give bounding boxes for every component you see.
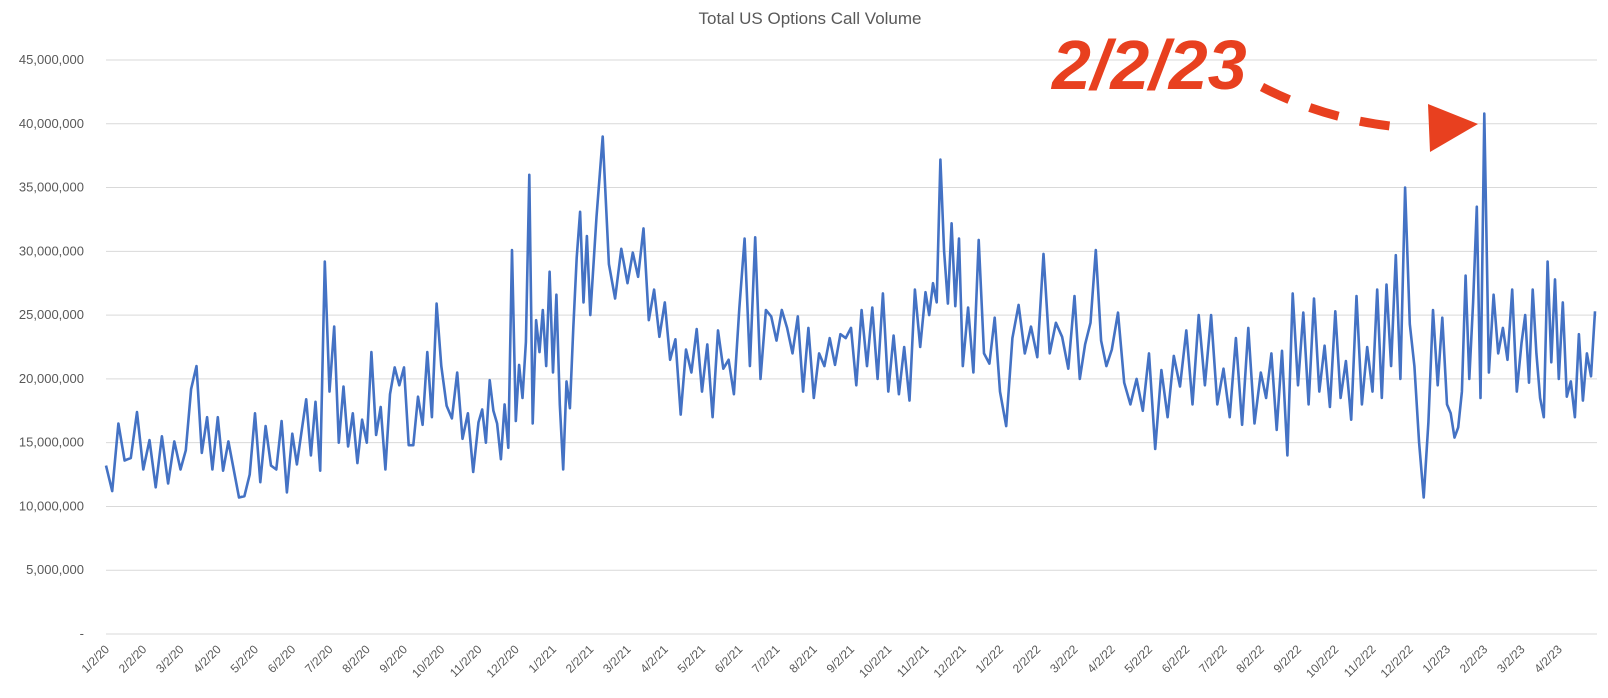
x-tick-label: 8/2/22 xyxy=(1233,642,1267,676)
x-tick-label: 5/2/20 xyxy=(228,642,262,676)
x-axis: 1/2/20 2/2/20 3/2/20 4/2/20 5/2/20 6/2/20 7/2/… xyxy=(79,642,1565,680)
y-axis: - 5,000,000 10,000,000 15,000,000 20,000,000… xyxy=(19,52,84,641)
x-tick-label: 7/2/20 xyxy=(302,642,336,676)
x-tick-label: 2/2/21 xyxy=(563,642,597,676)
x-tick-label: 12/2/21 xyxy=(931,642,969,680)
x-tick-label: 3/2/20 xyxy=(153,642,187,676)
chart-title: Total US Options Call Volume xyxy=(699,9,922,28)
x-tick-label: 4/2/21 xyxy=(637,642,671,676)
series-group xyxy=(104,112,1597,499)
x-tick-label: 1/2/21 xyxy=(526,642,560,676)
x-tick-label: 10/2/20 xyxy=(409,642,447,680)
annotation-label: 2/2/23 xyxy=(1050,26,1247,104)
x-tick-label: 2/2/23 xyxy=(1457,642,1491,676)
x-tick-label: 4/2/22 xyxy=(1084,642,1118,676)
x-tick-label: 4/2/23 xyxy=(1531,642,1565,676)
y-tick-label: 30,000,000 xyxy=(19,243,84,258)
y-tick-label: 45,000,000 xyxy=(19,52,84,67)
y-tick-label: 25,000,000 xyxy=(19,307,84,322)
y-tick-label: 40,000,000 xyxy=(19,116,84,131)
x-tick-label: 9/2/22 xyxy=(1271,642,1305,676)
x-tick-label: 2/2/20 xyxy=(116,642,150,676)
x-tick-label: 4/2/20 xyxy=(190,642,224,676)
x-tick-label: 3/2/23 xyxy=(1494,642,1528,676)
x-tick-label: 1/2/22 xyxy=(973,642,1007,676)
y-tick-label: 10,000,000 xyxy=(19,498,84,513)
x-tick-label: 5/2/22 xyxy=(1122,642,1156,676)
x-tick-label: 6/2/20 xyxy=(265,642,299,676)
y-tick-label: - xyxy=(80,626,84,641)
annotation-dashed-arrow-line xyxy=(1259,82,1411,133)
y-tick-label: 15,000,000 xyxy=(19,435,84,450)
annotation: 2/2/23 xyxy=(1050,26,1478,152)
x-tick-label: 10/2/22 xyxy=(1303,642,1341,680)
x-tick-label: 10/2/21 xyxy=(856,642,894,680)
x-tick-label: 1/2/23 xyxy=(1420,642,1454,676)
annotation-arrowhead xyxy=(1428,104,1478,152)
x-tick-label: 11/2/21 xyxy=(894,642,932,680)
x-tick-label: 12/2/20 xyxy=(484,642,522,680)
x-tick-label: 6/2/22 xyxy=(1159,642,1193,676)
x-tick-label: 1/2/20 xyxy=(79,642,113,676)
x-tick-label: 9/2/20 xyxy=(377,642,411,676)
x-tick-label: 5/2/21 xyxy=(675,642,709,676)
x-tick-label: 11/2/20 xyxy=(447,642,485,680)
x-tick-label: 3/2/21 xyxy=(600,642,634,676)
y-tick-label: 35,000,000 xyxy=(19,180,84,195)
y-tick-label: 5,000,000 xyxy=(26,562,84,577)
x-tick-label: 2/2/22 xyxy=(1010,642,1044,676)
x-tick-label: 3/2/22 xyxy=(1047,642,1081,676)
x-tick-label: 7/2/21 xyxy=(749,642,783,676)
y-tick-label: 20,000,000 xyxy=(19,371,84,386)
x-tick-label: 7/2/22 xyxy=(1196,642,1230,676)
x-tick-label: 8/2/21 xyxy=(786,642,820,676)
x-tick-label: 8/2/20 xyxy=(339,642,373,676)
x-tick-label: 6/2/21 xyxy=(712,642,746,676)
x-tick-label: 11/2/22 xyxy=(1341,642,1379,680)
x-tick-label: 12/2/22 xyxy=(1378,642,1416,680)
x-tick-label: 9/2/21 xyxy=(824,642,858,676)
series-line xyxy=(104,112,1597,499)
